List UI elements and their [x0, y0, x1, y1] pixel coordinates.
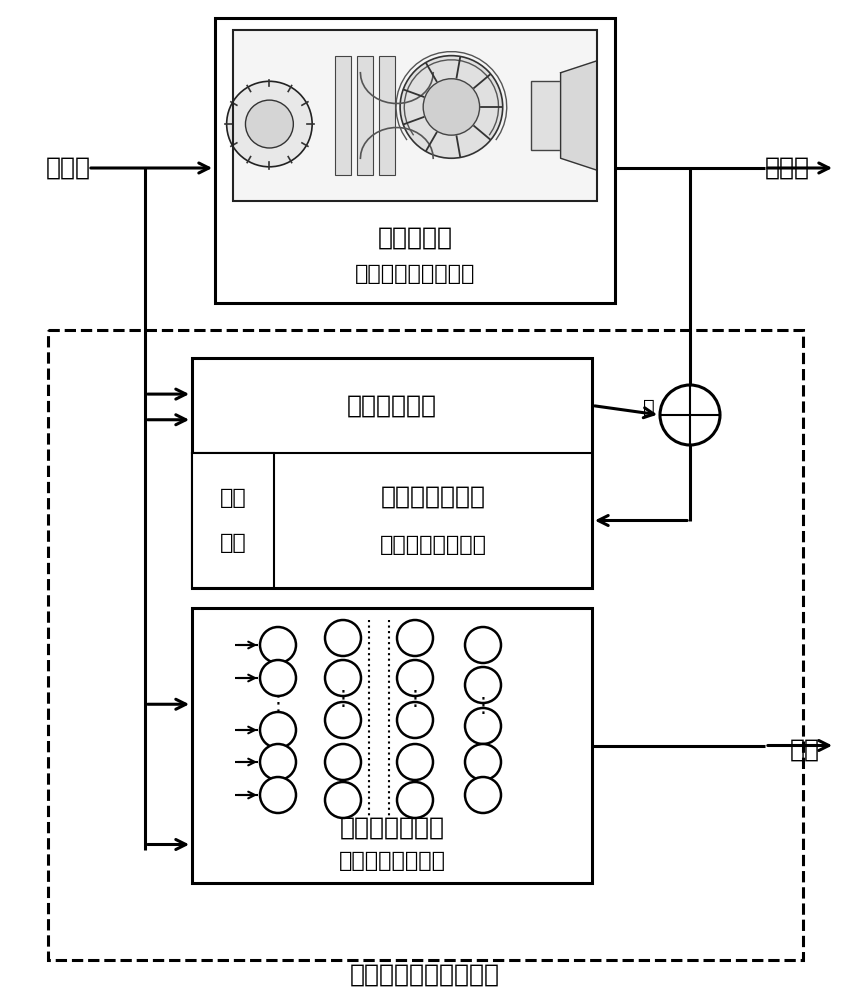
Circle shape: [325, 744, 361, 780]
Text: 健康: 健康: [220, 488, 247, 508]
Text: （增量式动态逆）: （增量式动态逆）: [380, 535, 487, 555]
Bar: [233, 30, 597, 201]
Text: 状态量: 状态量: [764, 156, 809, 180]
Circle shape: [465, 627, 501, 663]
Circle shape: [465, 744, 501, 780]
Circle shape: [465, 667, 501, 703]
Text: ⋮: ⋮: [267, 694, 288, 714]
Circle shape: [325, 782, 361, 818]
Bar: [192, 608, 592, 883]
Bar: [48, 330, 803, 960]
Circle shape: [260, 744, 296, 780]
Bar: [192, 453, 274, 588]
Circle shape: [260, 712, 296, 748]
Text: 状态空间模型: 状态空间模型: [347, 393, 437, 418]
Circle shape: [465, 777, 501, 813]
Circle shape: [260, 777, 296, 813]
Text: 发动机机载模型: 发动机机载模型: [340, 816, 444, 840]
Text: 涡轴发动机: 涡轴发动机: [378, 225, 453, 249]
Polygon shape: [561, 61, 597, 170]
Text: ⋮: ⋮: [333, 689, 353, 709]
Circle shape: [397, 782, 433, 818]
Text: 输出: 输出: [790, 738, 820, 762]
Circle shape: [423, 79, 480, 135]
Bar: [233, 30, 597, 201]
Circle shape: [660, 385, 720, 445]
Circle shape: [260, 627, 296, 663]
Text: ⋮: ⋮: [404, 689, 426, 709]
Bar: [335, 56, 351, 175]
Bar: [532, 81, 586, 150]
Text: （深度神经网络）: （深度神经网络）: [339, 851, 446, 871]
Circle shape: [325, 660, 361, 696]
Circle shape: [397, 660, 433, 696]
Text: ⋮: ⋮: [472, 696, 494, 716]
Bar: [215, 18, 615, 303]
Circle shape: [325, 702, 361, 738]
Circle shape: [397, 702, 433, 738]
Circle shape: [325, 620, 361, 656]
Text: 控制量: 控制量: [45, 156, 90, 180]
Bar: [357, 56, 373, 175]
Text: （部件级模型代替）: （部件级模型代替）: [355, 264, 475, 284]
Circle shape: [260, 660, 296, 696]
Circle shape: [397, 744, 433, 780]
Circle shape: [397, 620, 433, 656]
Bar: [192, 358, 592, 588]
Circle shape: [226, 81, 312, 167]
Text: 健康参数估计器: 健康参数估计器: [380, 484, 486, 508]
Text: －: －: [643, 397, 655, 416]
Text: 参数: 参数: [220, 533, 247, 553]
Bar: [379, 56, 395, 175]
Circle shape: [400, 56, 503, 158]
Circle shape: [245, 100, 294, 148]
Circle shape: [465, 708, 501, 744]
Text: 涡轴发动机自适应模型: 涡轴发动机自适应模型: [350, 963, 500, 987]
